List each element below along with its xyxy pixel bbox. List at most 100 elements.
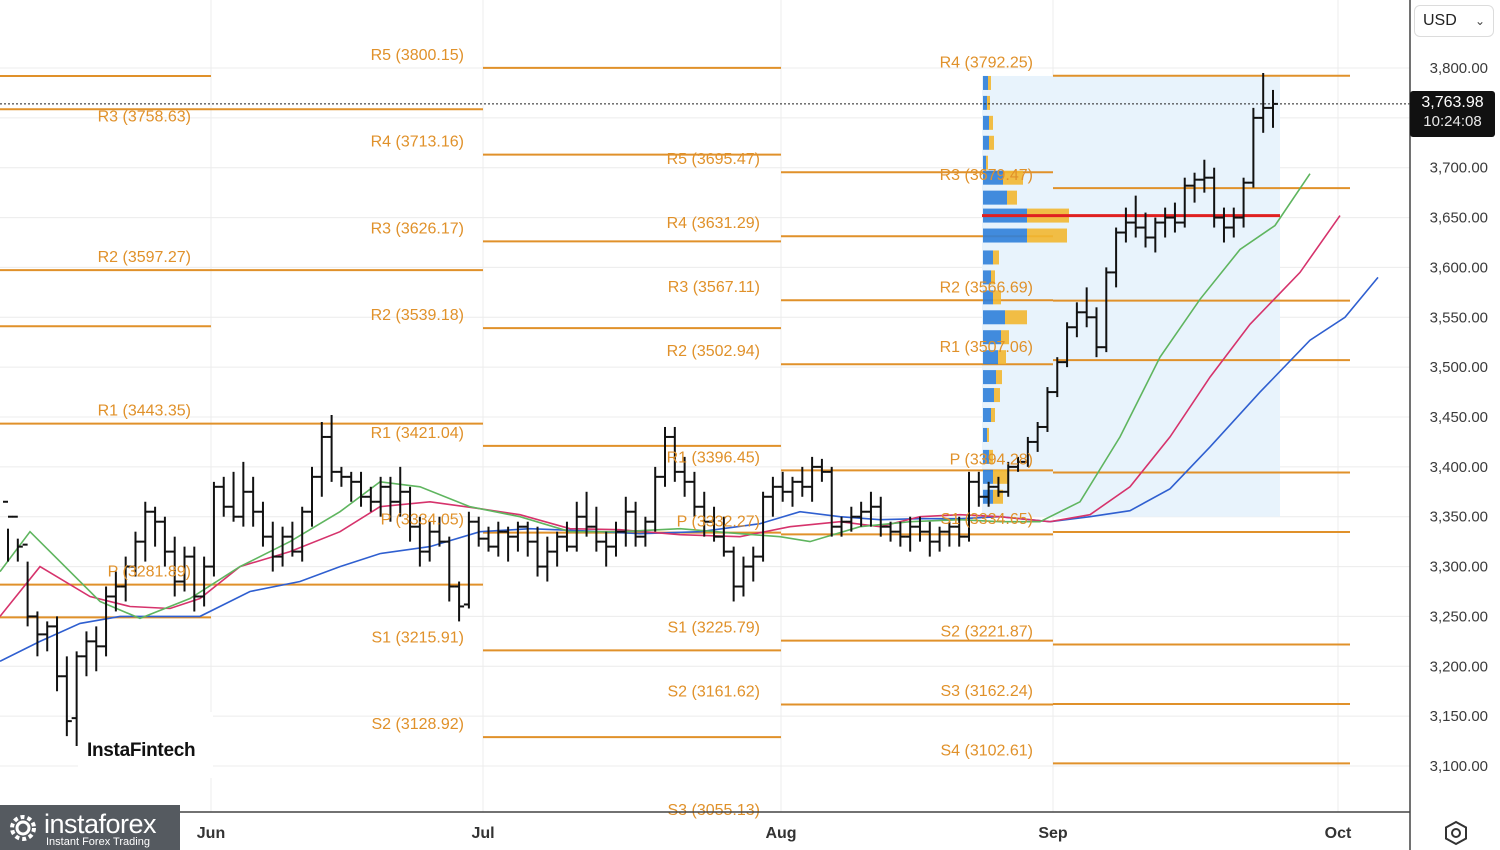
currency-value: USD: [1423, 12, 1457, 29]
ohlc-bar: [208, 481, 219, 577]
volume-bar-up: [983, 388, 994, 403]
ohlc-bar: [797, 466, 808, 497]
ohlc-bar: [316, 421, 327, 497]
ohlc-bar: [650, 466, 661, 532]
ohlc-bar: [748, 546, 759, 582]
ohlc-bar: [581, 491, 592, 537]
ohlc-bar: [1022, 436, 1033, 467]
pivot-label: S3 (3055.13): [667, 802, 760, 819]
time-axis[interactable]: Jun Jul Aug Sep Oct: [0, 811, 1410, 842]
ohlc-bar: [630, 501, 641, 547]
ohlc-bar: [944, 521, 955, 547]
pivot-label: P (3334.05): [381, 512, 464, 529]
ohlc-bar: [169, 536, 180, 597]
pivot-label: R1 (3421.04): [371, 425, 464, 442]
ohlc-bar: [846, 506, 857, 532]
sma-slow-line: [0, 276, 1379, 663]
ohlc-bar: [738, 556, 749, 597]
pivot-label: P (3394.28): [950, 452, 1033, 469]
ohlc-bar: [1003, 461, 1014, 497]
ohlc-bar: [1013, 456, 1024, 472]
volume-bar-down: [994, 388, 1000, 403]
ohlc-bar: [463, 511, 474, 609]
volume-bar-down: [987, 95, 990, 110]
ohlc-bar: [532, 526, 543, 577]
ohlc-bar: [130, 531, 141, 577]
pivot-label: S2 (3161.62): [667, 684, 760, 701]
pivot-label: S2 (3221.87): [940, 623, 1033, 640]
ohlc-bar: [709, 506, 720, 542]
ohlc-bar: [405, 486, 416, 542]
ohlc-bar: [218, 476, 229, 517]
moving-averages: [0, 173, 1379, 663]
ohlc-bar: [297, 506, 308, 562]
month-label: Oct: [1325, 825, 1352, 842]
ohlc-bar: [503, 526, 514, 562]
settings-hexagon-icon[interactable]: [1443, 820, 1469, 846]
brand-banner[interactable]: instaforex Instant Forex Trading: [0, 805, 180, 850]
ohlc-bar: [1238, 177, 1249, 228]
ohlc-bar: [954, 516, 965, 547]
ohlc-bar: [934, 526, 945, 552]
ohlc-bar: [365, 486, 376, 512]
pivot-label: S1 (3334.65): [940, 511, 1033, 528]
volume-bar-down: [1027, 228, 1067, 243]
currency-selector[interactable]: USD ⌄: [1414, 5, 1494, 37]
ohlc-bar: [336, 466, 347, 487]
pivot-label: R4 (3792.25): [940, 55, 1033, 72]
pivot-label: R5 (3695.47): [667, 151, 760, 168]
ohlc-bar: [1209, 167, 1220, 228]
ohlc-bar: [1081, 287, 1092, 328]
price-tick-label: 3,500.00: [1430, 359, 1488, 376]
pivot-label: P (3332.27): [677, 513, 760, 530]
month-label: Aug: [765, 825, 796, 842]
ohlc-bar: [816, 458, 827, 482]
ohlc-bar: [91, 626, 102, 672]
ohlc-bar: [601, 531, 612, 567]
ohlc-bar: [306, 466, 317, 527]
pivot-label: R5 (3800.15): [371, 47, 464, 64]
ohlc-bar: [875, 496, 886, 537]
ohlc-bar: [473, 516, 484, 547]
volume-bar-up: [983, 270, 991, 285]
volume-bar-down: [989, 449, 993, 464]
brand-tagline: Instant Forex Trading: [46, 836, 150, 848]
ohlc-bar: [885, 521, 896, 542]
ohlc-bar: [561, 521, 572, 552]
ohlc-bar: [1160, 207, 1171, 238]
ohlc-bar: [1091, 307, 1102, 358]
ohlc-bars: [3, 72, 1278, 747]
ohlc-bar: [1032, 421, 1043, 452]
volume-bar-up: [983, 469, 993, 484]
ohlc-bar: [248, 476, 259, 527]
last-price-tag: 3,763.98 10:24:08: [1410, 91, 1495, 137]
volume-profile-area: [982, 75, 1280, 517]
pivot-label: R1 (3507.06): [940, 339, 1033, 356]
ohlc-bar: [267, 521, 278, 572]
ohlc-bar: [1179, 177, 1190, 228]
ohlc-bar: [257, 501, 268, 547]
volume-bar-down: [993, 250, 999, 265]
ohlc-bar: [1120, 207, 1131, 243]
ohlc-bar: [973, 471, 984, 507]
pivot-label: R3 (3626.17): [371, 220, 464, 237]
ohlc-bar: [346, 471, 357, 502]
brand-name: instaforex: [44, 809, 157, 839]
pivot-label: R2 (3502.94): [667, 343, 760, 360]
volume-bar-down: [1001, 330, 1009, 345]
ohlc-bar: [718, 516, 729, 557]
sma-fast-line: [0, 173, 1311, 620]
volume-bar-down: [989, 135, 994, 150]
pivot-label: R1 (3443.35): [98, 403, 191, 420]
pivot-label: R3 (3567.11): [668, 279, 760, 296]
ohlc-bar: [1248, 107, 1259, 188]
volume-bar-up: [983, 350, 998, 365]
pivot-label: P (3281.89): [108, 564, 191, 581]
pivot-label: R2 (3539.18): [371, 307, 464, 324]
ohlc-bar: [228, 471, 239, 522]
ohlc-bar: [444, 536, 455, 602]
volume-bar-down: [998, 350, 1006, 365]
ohlc-bar: [42, 621, 53, 652]
ohlc-bar: [552, 531, 563, 567]
